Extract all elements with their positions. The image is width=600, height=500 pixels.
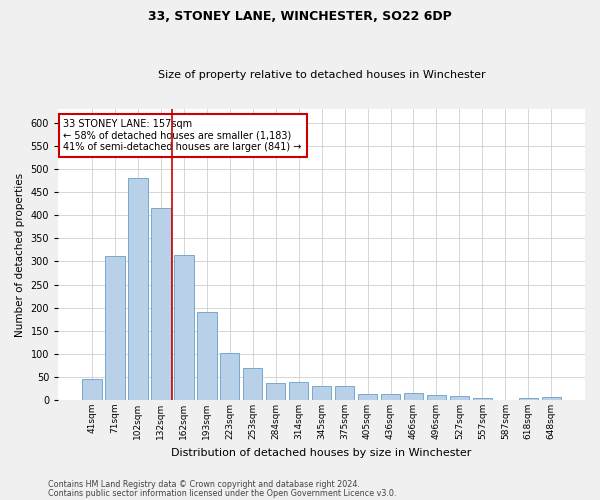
Bar [542,397,561,400]
Text: 33, STONEY LANE, WINCHESTER, SO22 6DP: 33, STONEY LANE, WINCHESTER, SO22 6DP [148,10,452,23]
Bar [381,394,400,400]
Bar [427,395,446,400]
Bar [151,208,170,400]
Bar [358,394,377,400]
Bar [243,368,262,400]
Bar [312,386,331,400]
Bar [105,256,125,400]
Text: Contains HM Land Registry data © Crown copyright and database right 2024.: Contains HM Land Registry data © Crown c… [48,480,360,489]
Bar [473,398,492,400]
Bar [289,382,308,400]
X-axis label: Distribution of detached houses by size in Winchester: Distribution of detached houses by size … [172,448,472,458]
Bar [266,383,286,400]
Bar [128,178,148,400]
Title: Size of property relative to detached houses in Winchester: Size of property relative to detached ho… [158,70,485,81]
Text: Contains public sector information licensed under the Open Government Licence v3: Contains public sector information licen… [48,489,397,498]
Text: 33 STONEY LANE: 157sqm
← 58% of detached houses are smaller (1,183)
41% of semi-: 33 STONEY LANE: 157sqm ← 58% of detached… [64,119,302,152]
Bar [220,353,239,400]
Bar [335,386,355,400]
Bar [82,379,101,400]
Bar [174,256,194,400]
Bar [449,396,469,400]
Bar [404,393,423,400]
Bar [518,398,538,400]
Bar [197,312,217,400]
Y-axis label: Number of detached properties: Number of detached properties [15,172,25,336]
